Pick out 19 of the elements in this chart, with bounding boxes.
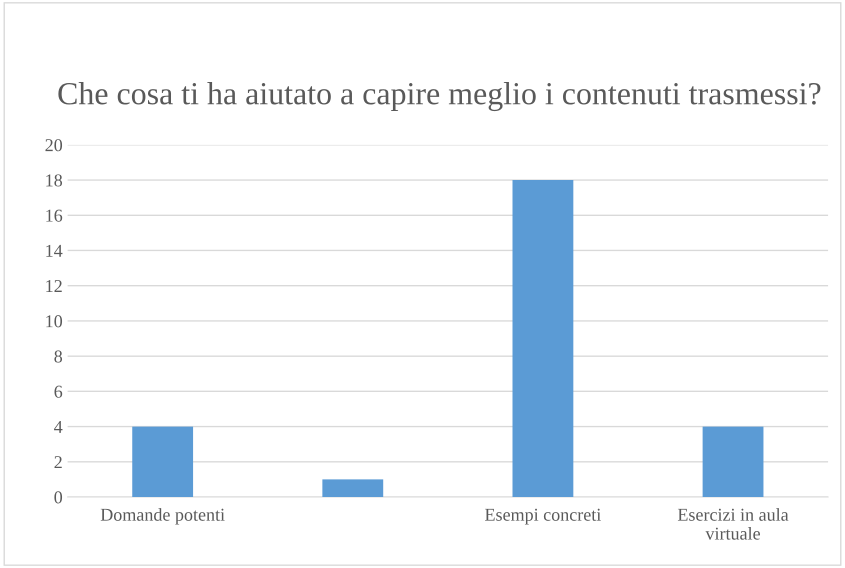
bar xyxy=(702,426,764,497)
y-tick-label: 4 xyxy=(54,420,62,433)
y-tick-label: 10 xyxy=(46,315,62,328)
x-tick-label: Domande potenti xyxy=(100,508,225,524)
y-tick-label: 12 xyxy=(46,280,62,292)
y-tick-label: 2 xyxy=(54,456,62,468)
y-tick-label: 16 xyxy=(46,210,62,222)
y-tick-label: 0 xyxy=(54,491,62,504)
y-tick-label: 20 xyxy=(45,139,62,152)
bar xyxy=(512,180,574,497)
y-tick-label: 6 xyxy=(54,386,62,398)
y-tick-label: 8 xyxy=(54,350,62,363)
chart-title: Che cosa ti ha aiutato a capire meglio i contenuti trasmessi? xyxy=(58,82,820,112)
x-tick-label: Esempi concreti xyxy=(485,508,601,524)
bar xyxy=(132,426,194,497)
y-tick-label: 14 xyxy=(46,244,62,257)
x-tick-label: Esercizi in aula virtuale xyxy=(678,508,788,540)
bar xyxy=(322,479,384,497)
y-tick-label: 18 xyxy=(46,174,62,186)
